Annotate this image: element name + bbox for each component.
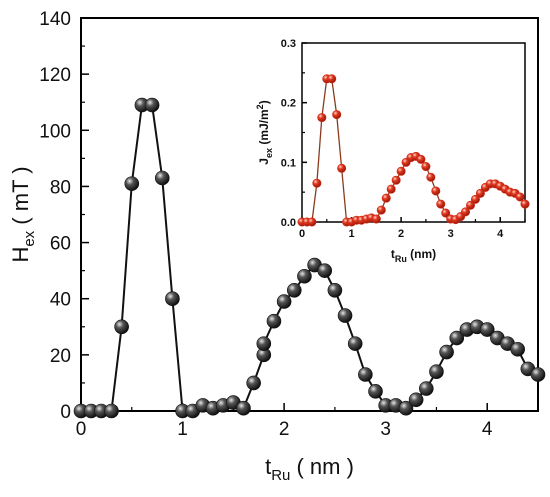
main-y-tick-label: 0 bbox=[60, 402, 71, 423]
inset-data-point bbox=[371, 214, 381, 224]
main-data-point bbox=[398, 400, 414, 416]
inset-data-point bbox=[436, 199, 446, 209]
inset-data-point bbox=[461, 207, 471, 217]
main-data-point bbox=[104, 403, 119, 419]
main-data-point bbox=[124, 176, 140, 191]
main-data-point bbox=[246, 375, 261, 391]
inset-data-point bbox=[376, 205, 386, 215]
main-y-tick-label: 120 bbox=[39, 65, 71, 86]
inset-data-point bbox=[327, 74, 337, 84]
main-data-point bbox=[510, 341, 525, 357]
main-data-point bbox=[449, 330, 465, 346]
main-y-tick-label: 100 bbox=[39, 121, 71, 142]
main-y-tick-label: 40 bbox=[50, 290, 71, 311]
main-data-point bbox=[408, 392, 424, 408]
main-x-tick-label: 0 bbox=[76, 419, 87, 440]
main-x-tick-label: 1 bbox=[177, 419, 188, 440]
main-y-tick-label: 140 bbox=[39, 9, 71, 30]
main-data-point bbox=[347, 336, 363, 351]
inset-x-tick-label: 4 bbox=[497, 228, 504, 240]
inset-y-axis-title: Jex (mJ/m2) bbox=[255, 100, 274, 164]
inset-x-tick-label: 2 bbox=[398, 228, 404, 240]
main-data-point bbox=[256, 336, 272, 351]
inset-data-point bbox=[426, 172, 436, 182]
main-data-point bbox=[297, 268, 312, 284]
main-y-axis-title: Hex ( mT ) bbox=[8, 166, 38, 262]
inset-data-point bbox=[465, 200, 475, 210]
main-data-point bbox=[236, 400, 251, 416]
inset-plot: 0 1 2 3 4 0.0 0.1 0.2 0.3 tRu (nm) Jex (mJ/m2) bbox=[255, 38, 530, 264]
main-data-point bbox=[165, 291, 180, 307]
inset-y-tick-label: 0.2 bbox=[281, 98, 296, 110]
inset-background bbox=[302, 43, 525, 222]
main-x-tick-label: 2 bbox=[279, 419, 290, 440]
main-data-point bbox=[337, 308, 353, 323]
inset-x-axis-title: tRu (nm) bbox=[391, 247, 436, 264]
main-data-point bbox=[286, 282, 302, 298]
inset-y-tick-label: 0.1 bbox=[281, 157, 296, 169]
main-data-point bbox=[479, 322, 495, 337]
main-data-point bbox=[358, 367, 373, 382]
main-y-tick-label: 80 bbox=[50, 177, 71, 198]
inset-data-point bbox=[337, 163, 347, 173]
main-x-tick-label: 4 bbox=[482, 419, 493, 440]
main-x-axis-title: tRu ( nm ) bbox=[265, 454, 354, 484]
main-data-point bbox=[276, 294, 292, 309]
inset-data-point bbox=[416, 154, 426, 164]
inset-x-tick-label: 1 bbox=[348, 228, 354, 240]
inset-data-point bbox=[520, 199, 530, 209]
inset-data-point bbox=[332, 110, 342, 120]
main-data-point bbox=[317, 263, 333, 278]
main-data-point bbox=[530, 367, 546, 382]
main-data-point bbox=[429, 364, 444, 380]
inset-data-point bbox=[396, 166, 406, 176]
main-data-point bbox=[368, 384, 383, 399]
inset-data-point bbox=[381, 193, 391, 203]
main-data-point bbox=[327, 282, 343, 298]
main-data-point bbox=[418, 381, 434, 396]
inset-data-point bbox=[431, 186, 441, 196]
inset-data-point bbox=[421, 162, 431, 172]
inset-data-point bbox=[475, 188, 485, 198]
inset-x-tick-label: 3 bbox=[448, 228, 454, 240]
inset-data-point bbox=[312, 178, 322, 188]
inset-data-point bbox=[441, 208, 451, 218]
inset-data-point bbox=[317, 113, 327, 123]
main-y-tick-label: 60 bbox=[50, 234, 71, 255]
inset-data-point bbox=[470, 194, 480, 204]
inset-data-point bbox=[391, 175, 401, 185]
inset-y-tick-label: 0.0 bbox=[281, 217, 296, 229]
main-data-point bbox=[266, 313, 282, 329]
inset-y-tick-label: 0.3 bbox=[281, 38, 296, 50]
main-data-point bbox=[439, 344, 454, 360]
main-data-point bbox=[154, 170, 170, 186]
inset-data-point bbox=[307, 217, 317, 227]
main-data-point bbox=[144, 97, 160, 113]
main-data-point bbox=[114, 319, 129, 335]
inset-x-tick-label: 0 bbox=[299, 228, 305, 240]
main-x-tick-label: 3 bbox=[380, 419, 391, 440]
inset-data-point bbox=[515, 192, 525, 202]
main-y-tick-label: 20 bbox=[50, 346, 71, 367]
inset-data-point bbox=[386, 184, 396, 194]
